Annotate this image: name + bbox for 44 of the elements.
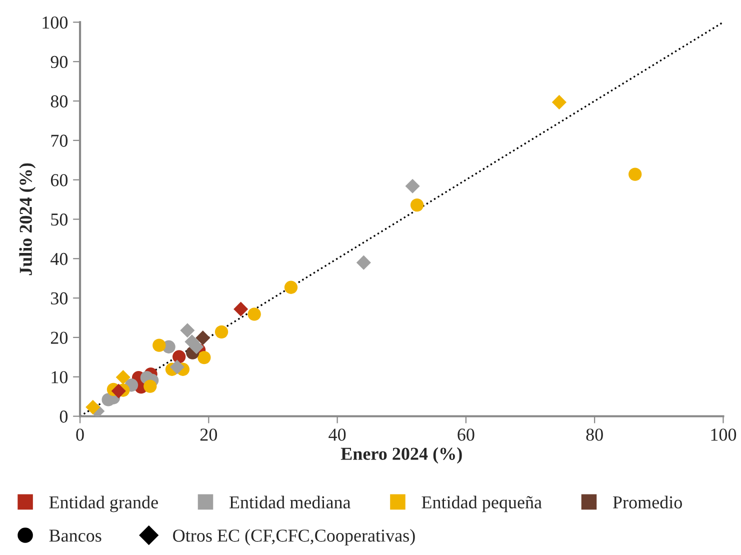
point bbox=[284, 280, 298, 294]
point bbox=[144, 380, 157, 393]
point bbox=[116, 370, 130, 385]
x-axis-title: Enero 2024 (%) bbox=[340, 447, 462, 464]
point bbox=[152, 338, 166, 352]
point bbox=[628, 168, 642, 181]
point bbox=[86, 400, 100, 414]
y-tick-label: 80 bbox=[50, 95, 68, 108]
point bbox=[356, 255, 371, 270]
x-tick-label: 80 bbox=[586, 428, 603, 441]
point bbox=[214, 325, 228, 339]
point bbox=[198, 350, 211, 364]
legend-label: Entidad mediana bbox=[229, 496, 351, 508]
y-tick-label: 20 bbox=[50, 332, 68, 344]
point bbox=[410, 198, 424, 212]
point bbox=[234, 302, 248, 316]
legend-label: Otros EC (CF,CFC,Cooperativas) bbox=[173, 529, 415, 546]
y-tick-label: 90 bbox=[50, 56, 68, 68]
point bbox=[196, 330, 210, 346]
y-tick-label: 100 bbox=[42, 16, 68, 29]
x-tick-label: 40 bbox=[328, 428, 346, 441]
y-tick-label: 50 bbox=[51, 213, 68, 226]
y-tick-label: 70 bbox=[51, 134, 68, 147]
x-tick-label: 100 bbox=[711, 428, 736, 441]
y-axis-title: Julio 2024 (%) bbox=[19, 163, 36, 276]
legend-label: Bancos bbox=[49, 530, 102, 542]
point bbox=[405, 178, 420, 194]
point bbox=[111, 384, 126, 398]
point bbox=[552, 94, 566, 110]
y-tick-label: 40 bbox=[50, 252, 68, 266]
legend-label: Entidad pequeña bbox=[422, 496, 542, 512]
y-tick-label: 0 bbox=[60, 410, 68, 423]
point bbox=[248, 308, 261, 321]
x-tick-label: 20 bbox=[200, 428, 218, 441]
y-tick-label: 30 bbox=[51, 292, 68, 304]
y-tick-label: 10 bbox=[52, 371, 68, 384]
point bbox=[172, 350, 186, 364]
point bbox=[180, 323, 195, 338]
x-tick-label: 60 bbox=[458, 428, 474, 441]
y-tick-label: 60 bbox=[50, 174, 68, 186]
legend-label: Promedio bbox=[612, 496, 682, 508]
legend-label: Entidad grande bbox=[49, 496, 158, 512]
point bbox=[170, 360, 184, 374]
x-tick-label: 0 bbox=[76, 428, 84, 441]
